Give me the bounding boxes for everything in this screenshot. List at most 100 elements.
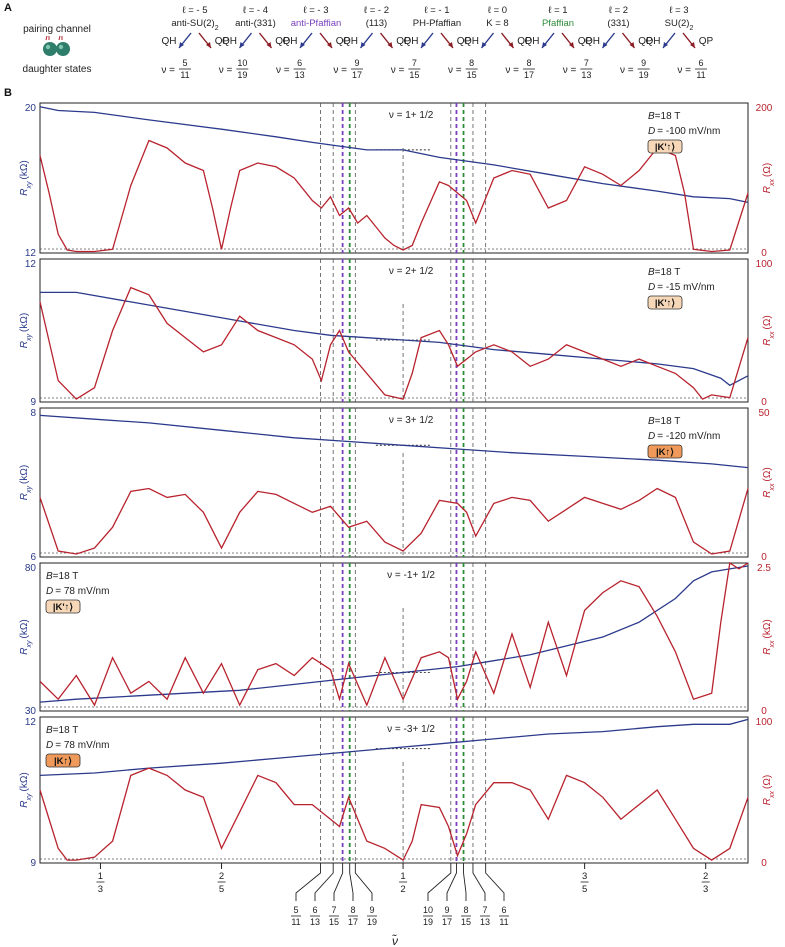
- x-axis: 1325123523511613715817919101991781571361…: [96, 863, 710, 947]
- qp-label: QP: [396, 36, 411, 47]
- fraction-leader-line: [427, 863, 452, 901]
- left-axis-label: Rxy(kΩ): [19, 465, 33, 500]
- daughter-numerator: 8: [469, 58, 474, 68]
- rxy-series-line: [39, 718, 749, 777]
- daughter-denominator: 19: [237, 70, 247, 80]
- qh-label: QH: [646, 36, 661, 47]
- daughter-nu-label: ν =: [161, 65, 175, 76]
- qh-label: QH: [404, 36, 419, 47]
- channel-ell-label: ℓ = - 5: [183, 5, 208, 16]
- right-axis-bottom-tick: 0: [761, 397, 767, 408]
- displacement-label: D = -15 mV/nm: [648, 282, 715, 293]
- field-symbol: B: [46, 725, 53, 736]
- left-axis-unit: (kΩ): [19, 313, 30, 332]
- x-tick-denominator: 5: [582, 884, 587, 895]
- channel-ell-label: ℓ = 3: [669, 5, 688, 16]
- fraction-numerator: 10: [423, 905, 433, 915]
- valley-badge-label: |K↑⟩: [656, 447, 674, 458]
- qp-label: QP: [457, 36, 472, 47]
- right-axis-label: Rxx (kΩ): [762, 619, 776, 654]
- daughter-numerator: 9: [354, 58, 359, 68]
- displacement-label: D = -120 mV/nm: [648, 431, 720, 442]
- left-axis-unit: (kΩ): [19, 160, 30, 179]
- panel-filling-title: ν = 3+ 1/2: [389, 415, 434, 426]
- qp-arrow-head: [387, 42, 393, 48]
- daughter-denominator: 15: [467, 70, 477, 80]
- qh-arrow-head: [179, 42, 184, 48]
- qp-label: QP: [275, 36, 290, 47]
- daughter-nu-label: ν =: [677, 65, 691, 76]
- channel-name: anti-Pfaffian: [291, 18, 342, 29]
- panel-filling-title: ν = -3+ 1/2: [387, 724, 435, 735]
- left-axis-top-tick: 12: [25, 717, 37, 728]
- qp-label: QP: [336, 36, 351, 47]
- displacement-value: = -120 mV/nm: [657, 431, 720, 442]
- valley-badge-label: |K↑⟩: [54, 756, 72, 767]
- rxx-series-line: [39, 139, 749, 253]
- right-axis-bottom-tick: 0: [761, 248, 767, 259]
- qh-arrow-head: [481, 42, 487, 48]
- daughter-denominator: 13: [295, 70, 305, 80]
- fraction-leader-line: [354, 863, 373, 901]
- qh-label: QH: [525, 36, 540, 47]
- daughter-nu-label: ν =: [219, 65, 233, 76]
- qh-label: QH: [464, 36, 479, 47]
- channel-ell-label: ℓ = - 2: [364, 5, 389, 16]
- right-axis-subscript: xx: [769, 790, 776, 799]
- left-axis-label: Rxy(kΩ): [19, 619, 33, 654]
- fraction-denominator: 11: [499, 917, 508, 927]
- qh-arrow-head: [421, 42, 426, 48]
- qp-arrow-head: [206, 42, 211, 48]
- field-value: =18 T: [655, 111, 681, 122]
- right-axis-bottom-tick: 0: [761, 552, 767, 563]
- right-axis-label: Rxx(Ω): [762, 775, 776, 805]
- qp-label: QP: [578, 36, 593, 47]
- qp-label: QP: [638, 36, 653, 47]
- left-axis-subscript: xy: [26, 640, 33, 649]
- displacement-value: = -15 mV/nm: [657, 282, 715, 293]
- channel-name-subscript: 2: [689, 25, 693, 32]
- left-axis-subscript: xy: [26, 485, 33, 494]
- fraction-denominator: 15: [461, 917, 471, 927]
- left-axis-bottom-tick: 12: [25, 248, 37, 259]
- daughter-denominator: 17: [352, 70, 362, 80]
- qp-label: QP: [699, 36, 714, 47]
- daughter-denominator: 13: [581, 70, 591, 80]
- left-axis-symbol: R: [19, 493, 30, 500]
- x-tick-numerator: 1: [98, 871, 103, 882]
- field-label: B=18 T: [46, 571, 78, 582]
- channel-ell-label: ℓ = - 3: [304, 5, 329, 16]
- left-axis-label: Rxy(kΩ): [19, 772, 33, 807]
- fraction-leader-line: [295, 863, 321, 901]
- left-axis-unit: (kΩ): [19, 465, 30, 484]
- channel-name: PH-Pfaffian: [413, 18, 461, 29]
- right-axis-top-tick: 100: [756, 717, 773, 728]
- x-tick-denominator: 3: [703, 884, 708, 895]
- right-axis-subscript: xx: [769, 640, 776, 649]
- left-axis-subscript: xy: [26, 793, 33, 802]
- rxy-series-line: [40, 291, 749, 387]
- right-axis-top-tick: 200: [756, 103, 773, 114]
- fraction-denominator: 17: [348, 917, 358, 927]
- x-tick-denominator: 5: [219, 884, 224, 895]
- fraction-denominator: 11: [291, 917, 300, 927]
- daughter-denominator: 15: [409, 70, 419, 80]
- channel-name: Pfaffian: [542, 18, 574, 29]
- right-axis-label: Rxx(Ω): [762, 467, 776, 497]
- valley-badge: [647, 444, 683, 459]
- fraction-numerator: 8: [350, 905, 355, 915]
- left-axis-symbol: R: [19, 188, 30, 195]
- channel-name-text: K = 8: [486, 18, 508, 29]
- qh-arrow-head: [542, 42, 547, 48]
- left-axis-bottom-tick: 30: [25, 706, 37, 717]
- x-axis-label: ν̃: [392, 933, 398, 947]
- right-axis-unit: (Ω): [762, 163, 773, 177]
- plot-frame: [39, 407, 749, 558]
- valley-badge: [45, 599, 81, 614]
- field-label: B=18 T: [648, 111, 680, 122]
- channel-ell-label: ℓ = 1: [548, 5, 567, 16]
- fraction-denominator: 19: [367, 917, 377, 927]
- field-symbol: B: [648, 111, 655, 122]
- rxy-series-line: [39, 106, 749, 204]
